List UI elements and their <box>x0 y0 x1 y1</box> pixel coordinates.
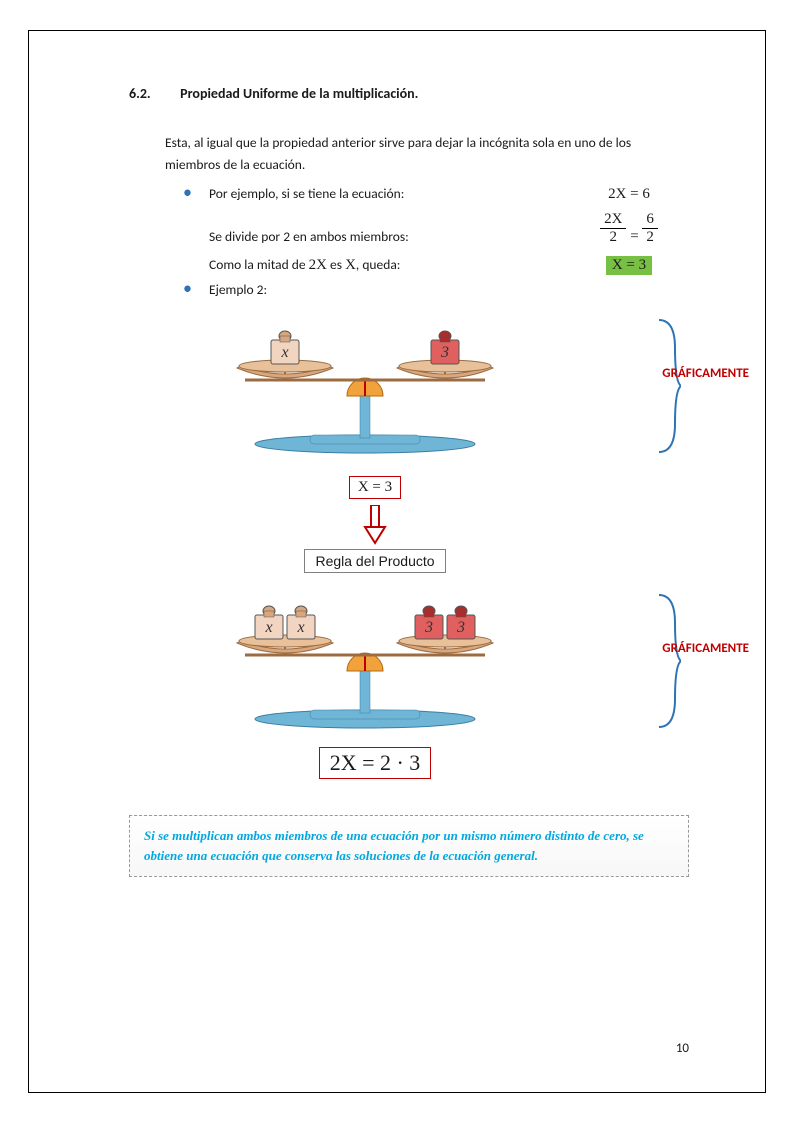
callout-box: Si se multiplican ambos miembros de una … <box>129 815 689 877</box>
scale2-result-row: 2X = 2 · 3 <box>225 747 525 779</box>
svg-text:x: x <box>264 619 272 636</box>
scale1-container: x3 GRÁFICAMENTE X = 3 Regla del Producto <box>165 316 689 573</box>
result-highlight: X = 3 <box>606 256 652 275</box>
svg-text:x: x <box>280 344 288 361</box>
regla-label: Regla del Producto <box>304 549 445 573</box>
brace-icon <box>655 316 681 456</box>
bullet3-text: Como la mitad de 2X es X, queda: <box>209 256 569 274</box>
scale2-result: 2X = 2 · 3 <box>319 747 432 779</box>
fraction-left: 2X 2 <box>600 211 626 246</box>
svg-text:3: 3 <box>424 619 433 636</box>
heading-title: Propiedad Uniforme de la multiplicación. <box>180 85 418 102</box>
bullet-row-ejemplo2: • Ejemplo 2: <box>165 281 689 298</box>
fraction-right: 6 2 <box>642 211 658 246</box>
bullet1-text: Por ejemplo, si se tiene la ecuación: <box>209 185 569 202</box>
bullet2-text: Se divide por 2 en ambos miembros: <box>209 228 569 245</box>
svg-text:3: 3 <box>440 344 449 361</box>
bullet-icon: • <box>183 281 203 295</box>
bullet-icon: • <box>183 185 203 199</box>
graficamente-label-2: GRÁFICAMENTE <box>662 641 749 656</box>
bullet3-result: X = 3 <box>569 256 689 275</box>
page-border: 6.2. Propiedad Uniforme de la multiplica… <box>28 30 766 1093</box>
bullet2-equation: 2X 2 = 6 2 <box>569 211 689 246</box>
page: 6.2. Propiedad Uniforme de la multiplica… <box>0 0 794 1123</box>
intro-paragraph: Esta, al igual que la propiedad anterior… <box>165 132 689 175</box>
svg-text:x: x <box>296 619 304 636</box>
bullet-row-2: Se divide por 2 en ambos miembros: 2X 2 … <box>165 211 689 246</box>
bullet1-equation: 2X = 6 <box>569 186 689 203</box>
scale1-result: X = 3 <box>349 476 401 499</box>
scale2-container: xx33 GRÁFICAMENTE 2X = 2 · 3 <box>165 591 689 779</box>
ejemplo2-text: Ejemplo 2: <box>209 281 569 298</box>
scale1-result-row: X = 3 <box>225 476 525 499</box>
bullet-row-1: • Por ejemplo, si se tiene la ecuación: … <box>165 185 689 203</box>
heading-number: 6.2. <box>129 85 177 102</box>
arrow-down-icon <box>362 505 388 545</box>
balance-scale-2: x x 3 3 <box>215 591 515 731</box>
brace-icon <box>655 591 681 731</box>
bullet-row-3: Como la mitad de 2X es X, queda: X = 3 <box>165 256 689 275</box>
svg-text:3: 3 <box>456 619 465 636</box>
balance-scale-1: x3 <box>215 316 515 456</box>
section-heading: 6.2. Propiedad Uniforme de la multiplica… <box>129 85 689 102</box>
page-number: 10 <box>676 1041 689 1056</box>
regla-row: Regla del Producto <box>225 549 525 573</box>
graficamente-label-1: GRÁFICAMENTE <box>662 366 749 381</box>
